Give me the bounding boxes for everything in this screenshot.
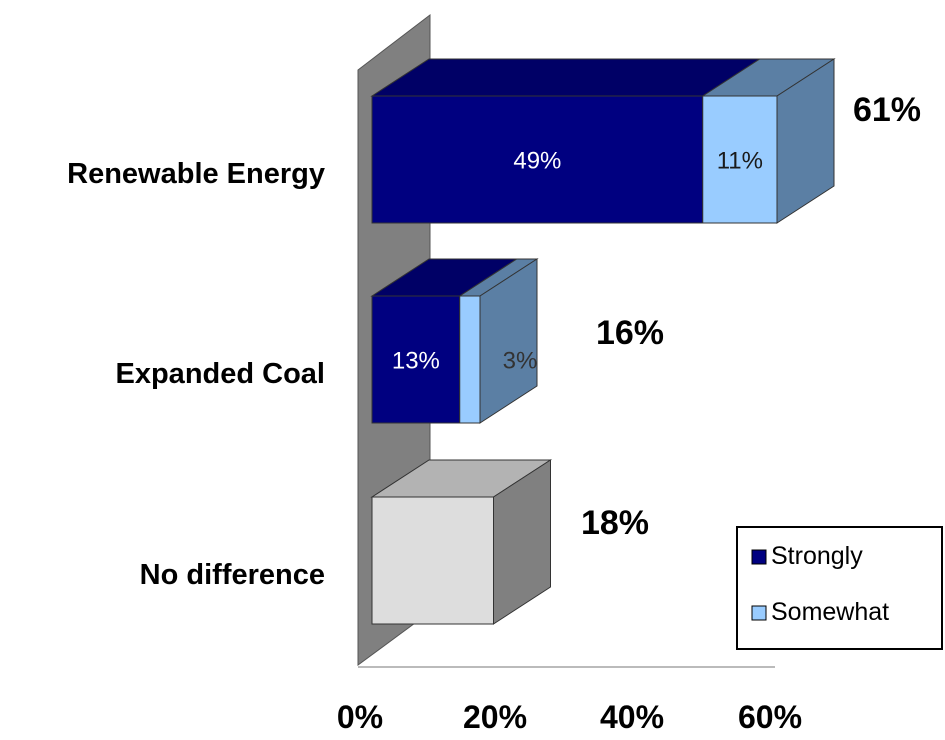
bar-strongly-1 (370, 258, 519, 424)
data-label-somewhat: 11% (717, 148, 763, 175)
legend-swatch (751, 605, 767, 621)
total-label: 61% (853, 91, 921, 129)
bar-strongly-0 (370, 58, 762, 224)
legend-entry: Strongly (771, 542, 863, 570)
bar-somewhat-0-front (702, 95, 778, 224)
bar-strongly-0-front (371, 95, 704, 224)
bar-somewhat-1 (458, 258, 539, 424)
x-tick-label: 20% (463, 699, 527, 735)
category-label: Renewable Energy (67, 158, 325, 190)
bar-no-difference-front (371, 496, 494, 625)
data-label-strongly: 49% (513, 148, 561, 175)
data-label-strongly: 13% (392, 348, 440, 375)
legend-entry: Somewhat (771, 598, 889, 626)
x-axis-ticks: 0% 20% 40% 60% (337, 699, 802, 735)
data-label-somewhat: 3% (503, 348, 538, 375)
total-labels: 61% 16% 18% (581, 91, 921, 542)
category-labels: Renewable Energy Expanded Coal No differen… (67, 158, 325, 591)
bar-no-difference (370, 459, 553, 625)
total-label: 16% (596, 314, 664, 352)
bars-group: 49% 11% 13% 3% (370, 58, 836, 625)
legend: Strongly Somewhat (736, 526, 943, 650)
total-label: 18% (581, 504, 649, 542)
x-tick-label: 0% (337, 699, 383, 735)
x-tick-label: 60% (738, 699, 802, 735)
bar-somewhat-0 (701, 58, 836, 224)
bar-strongly-0-top (370, 58, 762, 97)
category-label: No difference (140, 559, 325, 591)
bar-strongly-1-front (371, 295, 461, 424)
x-tick-label: 40% (600, 699, 664, 735)
bar-somewhat-1-front (459, 295, 481, 424)
category-label: Expanded Coal (116, 358, 326, 390)
legend-box (736, 526, 943, 650)
legend-swatch (751, 549, 767, 565)
